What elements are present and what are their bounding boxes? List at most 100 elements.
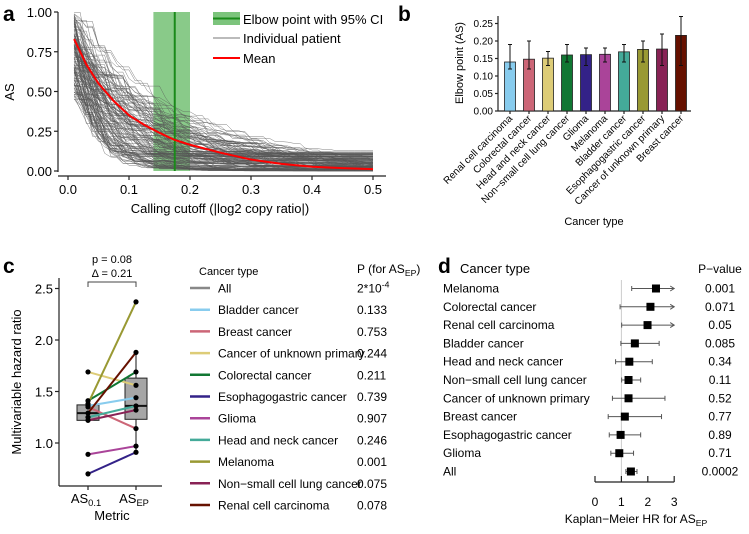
delta-annotation: Δ = 0.21 [92,268,133,280]
legend-label: Esophagogastric cancer [218,390,347,404]
individual-patient-line [73,57,373,162]
p-value: 0.11 [709,373,732,387]
x-axis-label-base: Kaplan−Meier HR for AS [565,512,696,526]
data-point [85,410,91,416]
data-point [133,369,139,375]
individual-patient-line [73,20,373,171]
data-point [133,449,139,455]
data-point [85,369,91,375]
hazard-ratio-marker [643,321,652,330]
x-tick-label: 1 [618,495,625,509]
x-tick-label: 2 [644,495,651,509]
individual-patient-line [74,36,373,171]
p-value: 0.05 [708,318,732,332]
row-label: Cancer of unknown primary [443,391,590,405]
x-tick-label: 0.5 [364,182,382,197]
p-annotation: p = 0.08 [92,254,132,266]
y-tick-label: 0.20 [474,37,494,48]
x-axis-label: Kaplan−Meier HR for ASEP [565,512,708,528]
p-value: 0.085 [705,336,735,350]
legend-label: Renal cell carcinoma [218,499,330,513]
x-tick-label: 0.2 [181,182,199,197]
y-tick-label: 0.00 [474,107,494,118]
p-value: 0.52 [708,391,732,405]
p-value: 0.001 [357,455,387,469]
hazard-ratio-marker [624,394,633,403]
row-label: Glioma [443,446,481,460]
row-label: All [443,465,456,479]
row-label: Esophagogastric cancer [443,428,572,442]
legend-label: Breast cancer [218,325,292,339]
individual-patient-line [74,94,373,166]
arrow-icon [669,322,676,329]
individual-patient-line [73,14,374,158]
bar [561,54,573,112]
x-axis-label-sub: EP [696,518,708,528]
data-point [133,443,139,449]
legend-label: Melanoma [218,455,274,469]
paired-line [87,451,137,475]
x-tick-label: 0 [592,495,599,509]
legend-label: Cancer of unknown primary [218,347,365,361]
paired-line [87,301,137,405]
arrow-icon [669,285,676,292]
data-point [133,299,139,305]
y-tick-label: 2.5 [35,282,53,297]
x-tick-label-base: AS [119,491,137,506]
individual-patient-line [73,79,373,164]
x-tick-label: 0.0 [59,182,77,197]
p-value: 0.071 [705,300,735,314]
data-point [85,417,91,423]
legend-label: Head and neck cancer [218,433,338,447]
individual-patient-line [73,53,373,160]
individual-patient-line [74,57,374,163]
y-axis-label: AS [2,83,17,101]
data-point [85,401,91,407]
panel-a-individual-curves: 0.00 0.25 0.50 0.75 1.00 0.0 0.1 0.2 0.3 0.4 0.5 AS… [2,5,386,216]
individual-patient-line [73,47,373,151]
row-label: Renal cell carcinoma [443,318,555,332]
y-tick-label: 0.50 [27,85,52,100]
x-tick-label: 0.1 [120,182,138,197]
row-label: Head and neck cancer [443,355,563,369]
x-tick-label: ASEP [119,491,149,508]
column-title: Cancer type [460,261,530,276]
y-tick-label: 0.05 [474,89,494,100]
individual-patient-line [73,84,373,161]
data-point [133,403,139,409]
p-value: 0.075 [357,477,387,491]
panel-d-forest-plot: Cancer type P−value Melanoma 0.001 Colorecta… [443,261,742,528]
individual-patient-line [74,52,374,158]
bar [542,57,554,112]
y-axis-label: Multivariable hazard ratio [9,309,24,454]
data-point [133,425,139,432]
y-tick-label: 0.00 [27,164,52,179]
p-value: 0.078 [357,499,387,513]
panel-label-a: a [3,3,15,26]
data-point [133,395,139,401]
x-tick-label: 0.4 [303,182,321,197]
p-value-base: 2*10 [357,282,382,296]
y-tick-label: 2.0 [35,333,53,348]
hazard-ratio-marker [615,449,624,458]
x-tick-label: 3 [671,495,678,509]
legend-label: Mean [243,51,276,66]
row-label: Colorectal cancer [443,300,536,314]
paired-line [87,371,137,402]
p-value: 0.89 [708,428,732,442]
y-tick-label: 1.00 [27,5,52,20]
p-value: 0.0002 [702,465,739,479]
legend-label: Elbow point with 95% CI [243,12,383,27]
y-tick-label: 0.25 [27,124,52,139]
row-label: Bladder cancer [443,336,524,350]
arrow-icon [669,303,676,310]
hazard-ratio-marker [616,430,625,439]
paired-line [87,406,137,430]
legend-label: All [218,282,231,296]
hazard-ratio-marker [620,412,629,421]
p-value: 0.001 [705,282,735,296]
individual-patient-line [73,72,373,168]
